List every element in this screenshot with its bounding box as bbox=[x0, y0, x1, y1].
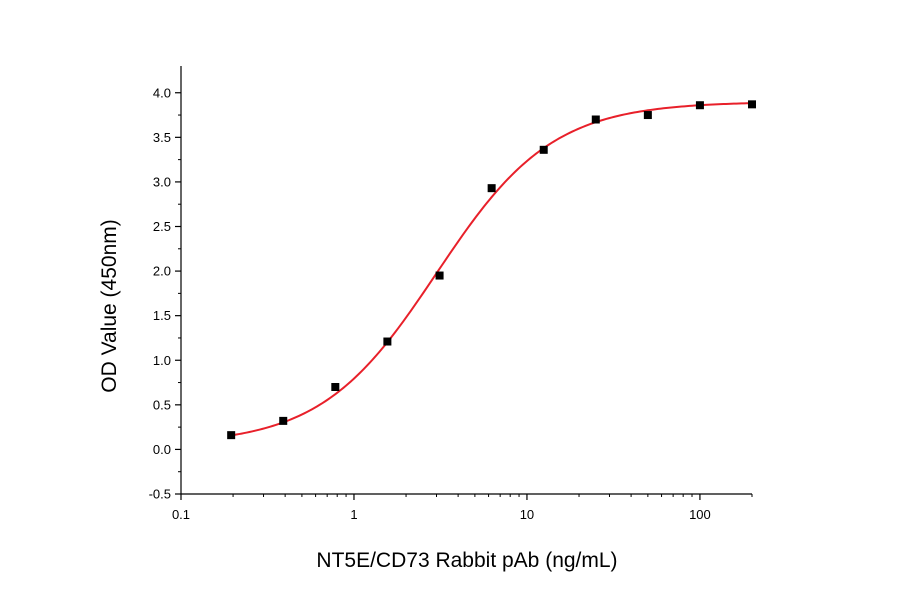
y-tick-label: 2.5 bbox=[153, 219, 171, 234]
y-tick-label: 2.0 bbox=[153, 264, 171, 279]
y-tick-label: 1.0 bbox=[153, 353, 171, 368]
y-axis-title: OD Value (450nm) bbox=[98, 219, 121, 393]
data-point bbox=[279, 416, 288, 425]
x-axis-title: NT5E/CD73 Rabbit pAb (ng/mL) bbox=[316, 549, 617, 572]
x-ticks: 0.1 1 10 100 bbox=[172, 494, 753, 522]
y-tick-label: 3.0 bbox=[153, 174, 171, 189]
x-tick-label: 1 bbox=[350, 507, 357, 522]
y-ticks: -0.5 0.0 0.5 1.0 1.5 2.0 2.5 3.0 3.5 4.0 bbox=[149, 85, 181, 502]
data-point bbox=[487, 184, 496, 193]
x-tick-label: 0.1 bbox=[172, 507, 190, 522]
data-point bbox=[227, 431, 236, 440]
x-tick-label: 10 bbox=[520, 507, 534, 522]
data-point bbox=[331, 383, 340, 391]
fit-curve bbox=[231, 102, 753, 437]
x-tick-label: 100 bbox=[689, 507, 711, 522]
y-tick-label: 4.0 bbox=[153, 85, 171, 100]
y-tick-label: 1.5 bbox=[153, 308, 171, 323]
y-tick-label: -0.5 bbox=[149, 487, 171, 502]
data-points bbox=[227, 100, 756, 440]
y-tick-label: 3.5 bbox=[153, 130, 171, 145]
y-tick-label: 0.5 bbox=[153, 397, 171, 412]
data-point bbox=[695, 101, 704, 110]
data-point bbox=[591, 115, 600, 124]
y-tick-label: 0.0 bbox=[153, 442, 171, 457]
data-point bbox=[435, 271, 444, 280]
data-point bbox=[539, 145, 548, 154]
data-point bbox=[383, 337, 392, 346]
axes bbox=[180, 66, 752, 495]
data-point bbox=[643, 111, 652, 120]
data-point bbox=[748, 100, 756, 109]
